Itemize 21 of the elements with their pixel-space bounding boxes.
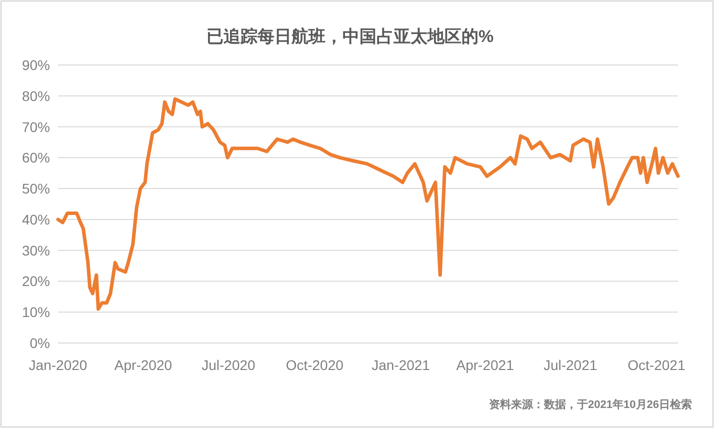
y-tick-label: 80% <box>22 88 50 104</box>
x-tick-label: Jul-2020 <box>202 357 256 373</box>
line-series <box>56 97 680 311</box>
chart-title: 已追踪每日航班，中国占亚太地区的% <box>206 27 494 46</box>
y-tick-label: 10% <box>22 304 50 320</box>
y-tick-label: 20% <box>22 273 50 290</box>
y-tick-label: 70% <box>22 118 50 135</box>
x-tick-label: Apr-2020 <box>114 357 172 373</box>
x-tick-label: Jul-2021 <box>543 357 598 373</box>
y-tick-label: 0% <box>30 335 50 351</box>
x-tick-label: Oct-2021 <box>628 357 686 373</box>
x-tick-label: Apr-2021 <box>456 357 514 373</box>
y-tick-label: 50% <box>22 180 50 197</box>
y-tick-label: 30% <box>22 242 50 258</box>
text: 资料来源：数据，于2021年10月26日检索 <box>489 398 692 411</box>
y-tick-label: 40% <box>22 211 50 228</box>
x-tick-label: Oct-2020 <box>286 357 344 373</box>
y-tick-label: 60% <box>22 150 50 166</box>
x-tick-label: Jan-2020 <box>28 357 88 373</box>
y-tick-label: 90% <box>22 57 50 73</box>
x-tick-label: Jan-2021 <box>372 357 430 373</box>
